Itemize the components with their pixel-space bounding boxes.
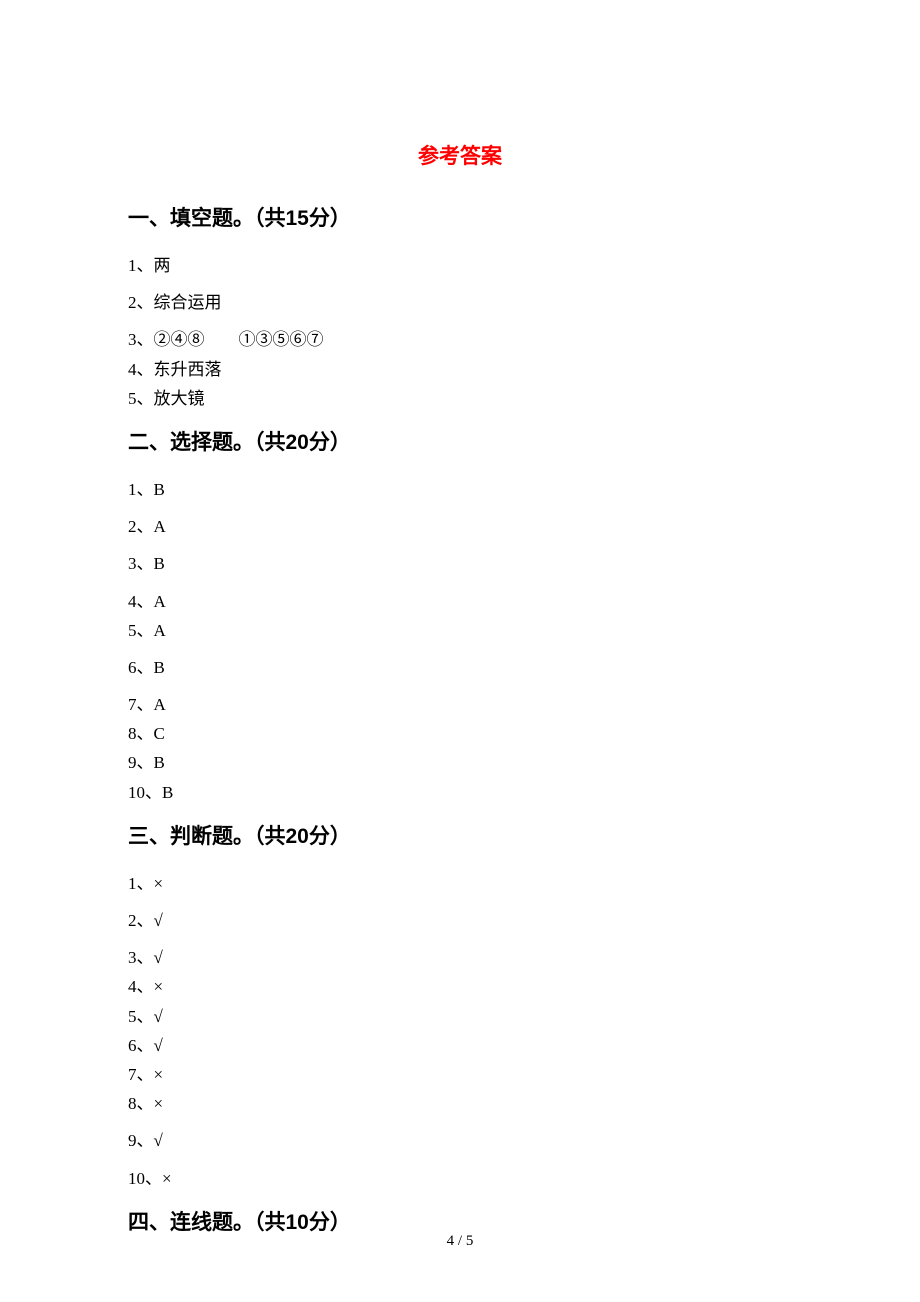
answer-line: 9、B: [128, 749, 792, 776]
answer-line: 1、B: [128, 476, 792, 503]
answer-line: 6、B: [128, 654, 792, 681]
answer-line: 7、A: [128, 691, 792, 718]
answer-line: 10、B: [128, 779, 792, 806]
answer-line: 9、√: [128, 1127, 792, 1154]
section-heading: 三、判断题。（共20分）: [128, 820, 792, 850]
answer-line: 7、×: [128, 1061, 792, 1088]
answer-line: 4、东升西落: [128, 356, 792, 383]
answer-line: 10、×: [128, 1165, 792, 1192]
answer-line: 5、放大镜: [128, 385, 792, 412]
section-heading: 一、填空题。（共15分）: [128, 202, 792, 232]
section-heading: 四、连线题。（共10分）: [128, 1206, 792, 1236]
section-heading: 二、选择题。（共20分）: [128, 426, 792, 456]
answer-line: 1、两: [128, 252, 792, 279]
answer-line: 4、A: [128, 588, 792, 615]
page-number: 4 / 5: [0, 1233, 920, 1250]
answer-line: 5、A: [128, 617, 792, 644]
answer-line: 3、B: [128, 550, 792, 577]
answer-line: 3、√: [128, 944, 792, 971]
answer-line: 2、√: [128, 907, 792, 934]
answer-line: 2、A: [128, 513, 792, 540]
answer-line: 1、×: [128, 870, 792, 897]
answer-line: 6、√: [128, 1032, 792, 1059]
answer-line: 2、综合运用: [128, 289, 792, 316]
page-content: 参考答案 一、填空题。（共15分） 1、两 2、综合运用 3、②④⑧ ①③⑤⑥⑦ 4、东…: [0, 0, 920, 1236]
answer-line: 8、×: [128, 1090, 792, 1117]
answer-line: 4、×: [128, 973, 792, 1000]
answer-line: 5、√: [128, 1003, 792, 1030]
sections-container: 一、填空题。（共15分）1、两2、综合运用3、②④⑧ ①③⑤⑥⑦4、东升西落5、…: [128, 202, 792, 1236]
answer-line: 8、C: [128, 720, 792, 747]
answer-line: 3、②④⑧ ①③⑤⑥⑦: [128, 326, 792, 353]
main-title: 参考答案: [128, 140, 792, 170]
